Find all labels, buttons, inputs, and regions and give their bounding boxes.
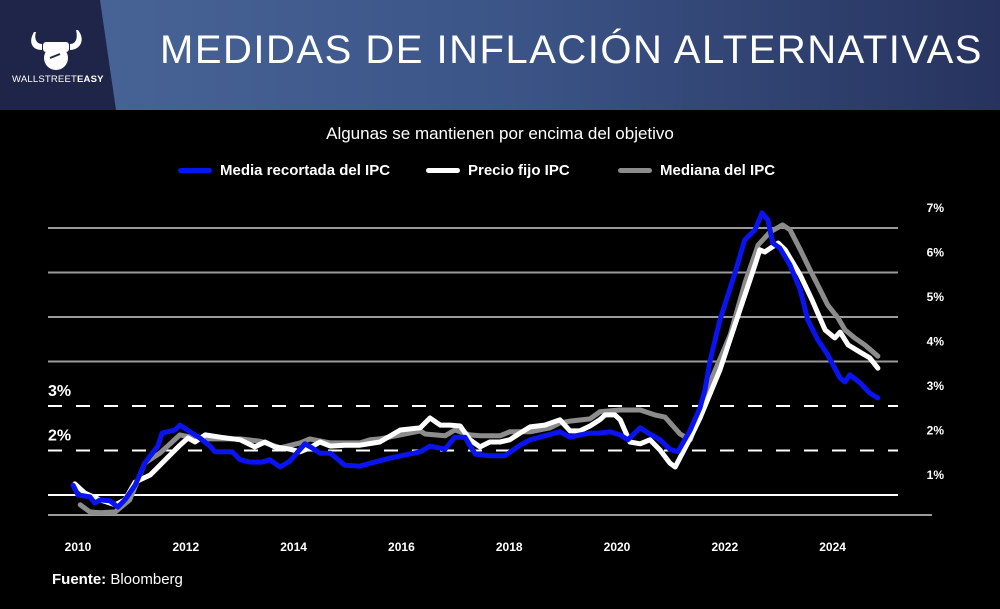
y-tick-label: 7% [927, 201, 945, 215]
x-tick-label: 2022 [711, 540, 738, 554]
y-tick-label: 2% [927, 424, 945, 438]
y-tick-label: 4% [927, 335, 945, 349]
reference-label: 2% [48, 428, 71, 445]
reference-label: 3% [48, 383, 71, 400]
bull-fist-icon [31, 30, 82, 70]
legend-label: Mediana del IPC [660, 162, 776, 179]
x-tick-label: 2020 [604, 540, 631, 554]
legend-item-trimmed-mean: Media recortada del IPC [178, 162, 390, 179]
x-tick-label: 2010 [65, 540, 92, 554]
series-line-fixed-price [72, 240, 881, 508]
x-tick-label: 2014 [280, 540, 307, 554]
x-tick-label: 2024 [819, 540, 846, 554]
logo-text: WALLSTREETEASY [12, 74, 104, 85]
y-tick-label: 5% [927, 290, 945, 304]
legend-swatch [618, 168, 652, 173]
legend-item-fixed-price: Precio fijo IPC [426, 162, 570, 179]
page-title: MEDIDAS DE INFLACIÓN ALTERNATIVAS [160, 28, 983, 72]
x-tick-label: 2018 [496, 540, 523, 554]
legend-label: Media recortada del IPC [220, 162, 391, 179]
legend-label: Precio fijo IPC [468, 162, 570, 179]
legend-swatch [178, 168, 212, 173]
chart-legend: Media recortada del IPC Precio fijo IPC … [0, 162, 1000, 184]
series-line-median [77, 222, 881, 516]
y-tick-label: 1% [927, 468, 945, 482]
x-tick-label: 2012 [172, 540, 199, 554]
legend-swatch [426, 168, 460, 173]
source-note: Fuente: Bloomberg [52, 571, 183, 588]
y-tick-label: 3% [927, 379, 945, 393]
y-tick-label: 6% [927, 246, 945, 260]
x-tick-label: 2016 [388, 540, 415, 554]
series-line-trimmed-mean [70, 210, 881, 510]
header-banner: WALLSTREETEASY MEDIDAS DE INFLACIÓN ALTE… [0, 0, 1000, 110]
legend-item-median: Mediana del IPC [618, 162, 775, 179]
logo: WALLSTREETEASY [0, 0, 116, 110]
chart-title: Algunas se mantienen por encima del obje… [326, 124, 674, 143]
